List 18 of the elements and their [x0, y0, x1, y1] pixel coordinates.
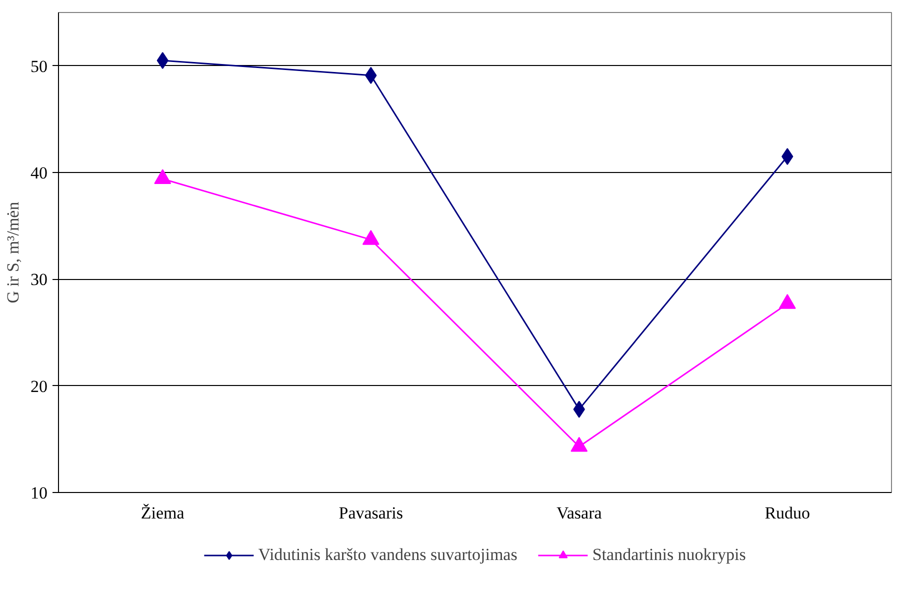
point — [782, 148, 794, 165]
x-tick-label: Pavasaris — [338, 504, 403, 522]
x-tick-label: Žiema — [140, 504, 185, 522]
x-tick-label: Vasara — [556, 504, 602, 522]
y-tick-label: 40 — [30, 164, 48, 182]
y-tick-label: 30 — [30, 270, 48, 290]
legend-label: Vidutinis karšto vandens suvartojimas — [258, 545, 518, 565]
point — [778, 294, 796, 309]
y-axis-title: G ir S, m³/mėn — [4, 201, 22, 304]
point — [154, 169, 172, 184]
point — [570, 436, 588, 452]
y-tick-label: 20 — [30, 376, 48, 396]
legend-label: Standartinis nuokrypis — [592, 545, 746, 565]
point — [156, 52, 168, 69]
point — [362, 230, 380, 245]
y-tick-label: 50 — [30, 56, 48, 76]
x-tick-label: Ruduo — [764, 504, 810, 522]
y-tick-label: 10 — [30, 484, 48, 502]
